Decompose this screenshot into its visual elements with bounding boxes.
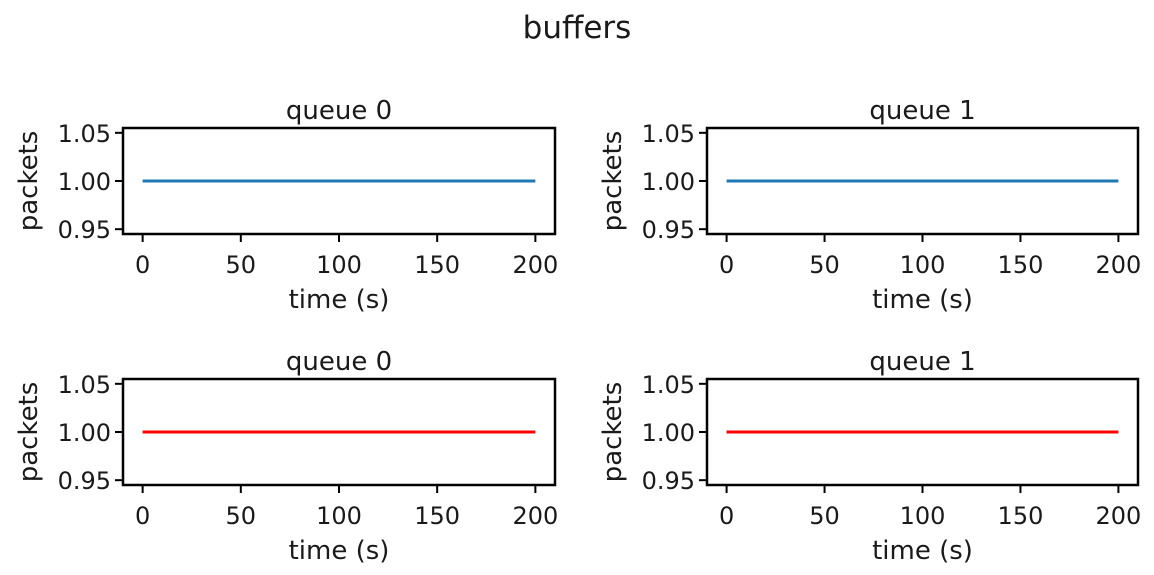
- y-tick-label: 1.00: [642, 168, 695, 196]
- y-axis-label: packets: [14, 131, 44, 232]
- chart-panel-queue-1-top: 0 50 100 150 200 0.95 1.00 1.05 queue 1 time (s) p…: [598, 96, 1141, 315]
- y-tick-label: 1.00: [58, 419, 111, 447]
- y-tick-label: 1.00: [58, 168, 111, 196]
- x-tick-label: 200: [1096, 502, 1142, 530]
- x-tick-label: 0: [719, 251, 734, 279]
- x-tick-label: 100: [900, 251, 946, 279]
- chart-panel-queue-0-top: 0 50 100 150 200 0.95 1.00 1.05 queue 0 time (s) p…: [14, 96, 558, 315]
- x-tick-label: 200: [512, 251, 558, 279]
- x-axis-label: time (s): [289, 285, 390, 315]
- y-axis-label: packets: [598, 131, 628, 232]
- y-tick-label: 0.95: [642, 467, 695, 495]
- y-tick-label: 1.05: [642, 120, 695, 148]
- x-tick-label: 150: [998, 251, 1044, 279]
- x-tick-label: 200: [1096, 251, 1142, 279]
- x-axis-label: time (s): [872, 536, 973, 566]
- x-tick-label: 0: [135, 251, 150, 279]
- y-tick-label: 1.05: [58, 371, 111, 399]
- x-axis-label: time (s): [289, 536, 390, 566]
- y-tick-label: 0.95: [642, 216, 695, 244]
- y-tick-label: 1.00: [642, 419, 695, 447]
- chart-panel-queue-1-bottom: 0 50 100 150 200 0.95 1.00 1.05 queue 1 time (s) p…: [598, 347, 1141, 566]
- x-tick-label: 50: [809, 502, 840, 530]
- x-tick-label: 200: [512, 502, 558, 530]
- x-tick-label: 150: [414, 251, 460, 279]
- subplot-title: queue 0: [286, 96, 392, 126]
- x-tick-label: 0: [135, 502, 150, 530]
- x-tick-label: 50: [226, 502, 257, 530]
- x-tick-label: 100: [900, 502, 946, 530]
- x-tick-label: 150: [998, 502, 1044, 530]
- y-tick-label: 1.05: [58, 120, 111, 148]
- y-axis-label: packets: [14, 382, 44, 483]
- y-axis-label: packets: [598, 382, 628, 483]
- chart-panel-queue-0-bottom: 0 50 100 150 200 0.95 1.00 1.05 queue 0 time (s) p…: [14, 347, 558, 566]
- x-tick-label: 0: [719, 502, 734, 530]
- x-tick-label: 50: [809, 251, 840, 279]
- y-tick-label: 0.95: [58, 467, 111, 495]
- figure-title: buffers: [523, 10, 632, 46]
- subplot-title: queue 1: [869, 96, 975, 126]
- y-tick-label: 1.05: [642, 371, 695, 399]
- x-tick-label: 100: [316, 251, 362, 279]
- x-tick-label: 50: [226, 251, 257, 279]
- x-tick-label: 100: [316, 502, 362, 530]
- x-tick-label: 150: [414, 502, 460, 530]
- x-axis-label: time (s): [872, 285, 973, 315]
- subplot-title: queue 0: [286, 347, 392, 377]
- y-tick-label: 0.95: [58, 216, 111, 244]
- subplot-title: queue 1: [869, 347, 975, 377]
